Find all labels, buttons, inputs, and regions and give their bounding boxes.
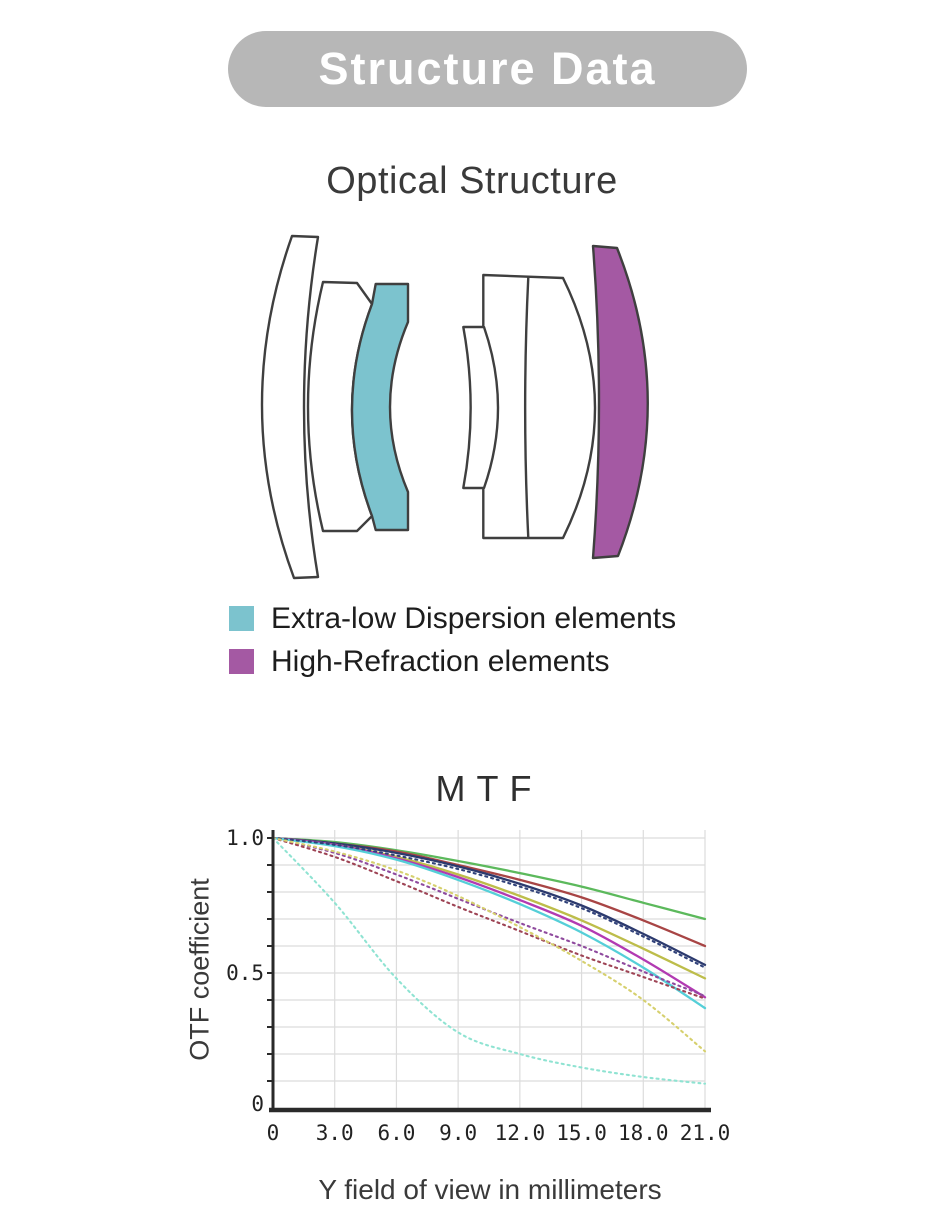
y-tick-1.0: 1.0 xyxy=(226,826,264,850)
hr-color-swatch xyxy=(229,649,254,674)
x-tick-18.0: 18.0 xyxy=(618,1121,669,1145)
mtf-chart-title: MTF xyxy=(435,768,543,809)
y-tick-0.5: 0.5 xyxy=(226,961,264,985)
mtf-curve-navy-dotted xyxy=(271,836,707,969)
mtf-curve-navy-solid xyxy=(271,836,707,967)
mtf-curve-purple-dotted xyxy=(271,836,707,998)
header-badge: Structure Data xyxy=(228,31,747,107)
legend-item-hr: High-Refraction elements xyxy=(229,640,676,683)
lens-element-ed xyxy=(350,282,410,532)
lens-element-hr xyxy=(591,244,649,560)
mtf-curve-cyan-solid xyxy=(271,836,707,1010)
hr-legend-label: High-Refraction elements xyxy=(271,644,610,678)
ed-legend-label: Extra-low Dispersion elements xyxy=(271,601,677,635)
mtf-curve-yellow-dotted xyxy=(271,836,707,1053)
x-tick-9.0: 9.0 xyxy=(439,1121,477,1145)
optical-structure-title: Optical Structure xyxy=(326,160,618,202)
x-tick-6.0: 6.0 xyxy=(377,1121,415,1145)
x-tick-21.0: 21.0 xyxy=(680,1121,731,1145)
lens-cement-line xyxy=(523,276,530,539)
x-tick-12.0: 12.0 xyxy=(495,1121,546,1145)
x-tick-0: 0 xyxy=(267,1121,280,1145)
y-tick-0: 0 xyxy=(251,1092,264,1116)
ed-color-swatch xyxy=(229,606,254,631)
x-tick-15.0: 15.0 xyxy=(556,1121,607,1145)
mtf-curve-maroon-dotted xyxy=(271,836,707,1000)
lens-element-3-small xyxy=(462,325,500,490)
x-tick-3.0: 3.0 xyxy=(316,1121,354,1145)
header-title: Structure Data xyxy=(318,43,657,94)
mtf-x-axis-label: Y field of view in millimeters xyxy=(318,1174,662,1205)
mtf-curve-lightcyan-dotted xyxy=(271,836,707,1085)
lens-element-1 xyxy=(260,234,320,580)
lens-element-4-doublet xyxy=(482,273,597,540)
mtf-curve-green-solid xyxy=(271,836,707,921)
legend-item-ed: Extra-low Dispersion elements xyxy=(229,597,676,640)
lens-legend: Extra-low Dispersion elements High-Refra… xyxy=(229,597,676,683)
